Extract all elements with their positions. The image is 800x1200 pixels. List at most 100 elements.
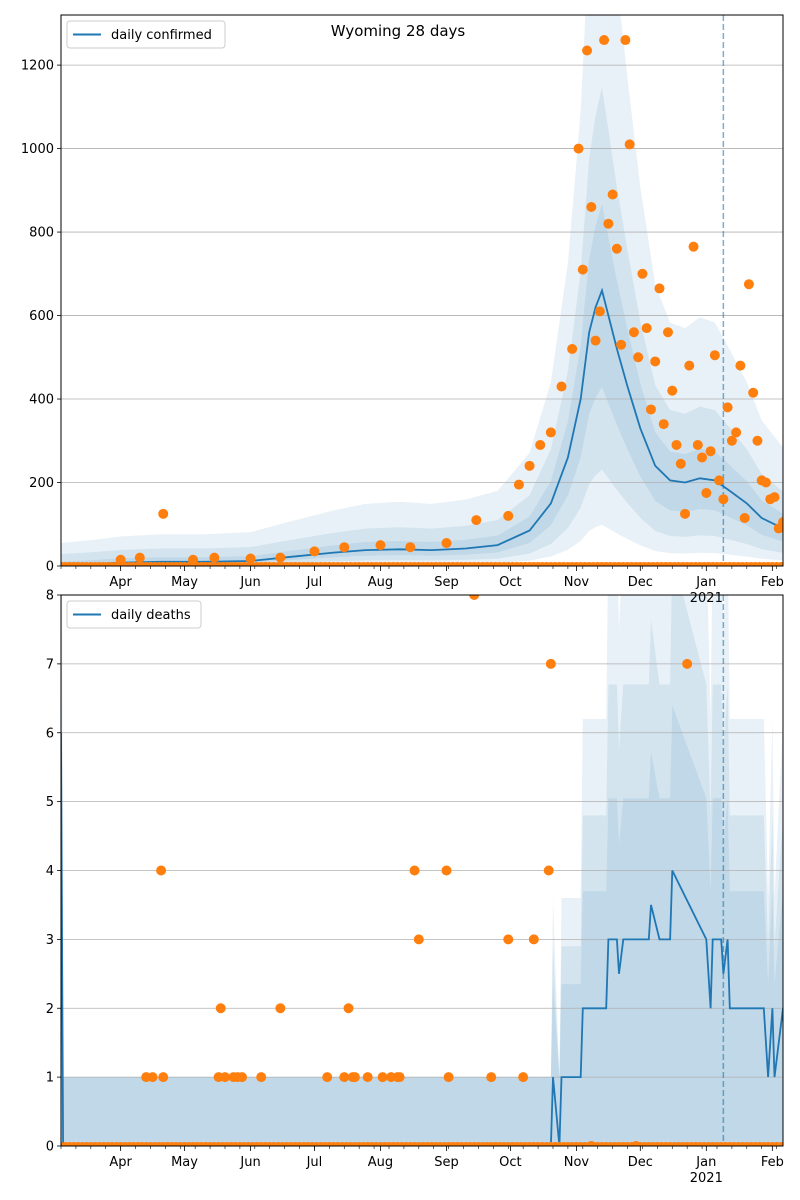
data-point bbox=[209, 552, 220, 563]
data-point bbox=[709, 350, 720, 361]
data-point bbox=[688, 241, 699, 252]
y-tick-label: 200 bbox=[29, 476, 54, 491]
data-point bbox=[409, 865, 420, 876]
data-point bbox=[654, 283, 665, 294]
x-tick-label: Jan bbox=[695, 1155, 716, 1170]
y-tick-label: 8 bbox=[46, 589, 54, 604]
data-point bbox=[486, 1072, 497, 1083]
data-point bbox=[697, 452, 708, 463]
data-point bbox=[535, 439, 546, 450]
x-tick-label: Jun bbox=[239, 1155, 260, 1170]
data-point bbox=[545, 658, 556, 669]
data-point bbox=[394, 1072, 405, 1083]
data-point bbox=[215, 1003, 226, 1014]
data-point bbox=[586, 202, 597, 213]
data-point bbox=[188, 554, 199, 565]
x-tick-label: Dec bbox=[628, 1155, 653, 1170]
data-point bbox=[731, 427, 742, 438]
data-point bbox=[633, 352, 644, 363]
confidence-band bbox=[61, 87, 783, 566]
data-point bbox=[752, 435, 763, 446]
data-point bbox=[650, 356, 661, 367]
data-point bbox=[722, 402, 733, 413]
legend-label: daily confirmed bbox=[111, 28, 212, 43]
data-point bbox=[443, 1072, 454, 1083]
x-tick-label: Feb bbox=[761, 575, 784, 590]
x-tick-label: Nov bbox=[564, 1155, 590, 1170]
x-tick-label: Jul bbox=[306, 575, 323, 590]
observation-points bbox=[115, 35, 783, 565]
deaths-chart-panel: 0 1 2 3 4 5 6 7 8 Apr May Jun Jul Aug Sep Oct Nov Dec Jan F… bbox=[46, 589, 784, 1187]
data-point bbox=[705, 446, 716, 457]
data-point bbox=[322, 1072, 333, 1083]
data-point bbox=[513, 479, 524, 490]
y-tick-label: 800 bbox=[29, 226, 54, 241]
data-point bbox=[343, 1003, 354, 1014]
data-point bbox=[115, 554, 126, 565]
data-point bbox=[599, 35, 610, 46]
data-point bbox=[441, 865, 452, 876]
data-point bbox=[156, 865, 167, 876]
legend: daily confirmed bbox=[66, 20, 226, 49]
x-tick-label: May bbox=[171, 575, 198, 590]
x-tick-label: Apr bbox=[109, 1155, 132, 1170]
data-point bbox=[607, 189, 618, 200]
data-point bbox=[219, 1072, 230, 1083]
x-tick-label: Aug bbox=[368, 575, 393, 590]
data-point bbox=[743, 279, 754, 290]
data-point bbox=[658, 419, 669, 430]
x-tick-label: Oct bbox=[499, 1155, 521, 1170]
axes-frame bbox=[60, 594, 784, 1147]
y-tick-label: 7 bbox=[46, 657, 54, 672]
data-point bbox=[645, 404, 656, 415]
data-point bbox=[577, 264, 588, 275]
data-point bbox=[624, 139, 635, 150]
y-tick-label: 400 bbox=[29, 393, 54, 408]
y-tick-label: 0 bbox=[46, 560, 54, 575]
data-point bbox=[503, 934, 514, 945]
data-point bbox=[503, 510, 514, 521]
series-line-confirmed bbox=[61, 287, 783, 566]
data-point bbox=[701, 487, 712, 498]
data-point bbox=[413, 934, 424, 945]
data-point bbox=[778, 517, 783, 528]
data-point bbox=[362, 1072, 373, 1083]
data-point bbox=[309, 546, 320, 557]
x-tick-label: Jan bbox=[695, 575, 716, 590]
data-point bbox=[769, 492, 780, 503]
data-point bbox=[692, 439, 703, 450]
data-point bbox=[377, 1072, 388, 1083]
data-point bbox=[637, 268, 648, 279]
data-point bbox=[469, 595, 480, 600]
data-point bbox=[349, 1072, 360, 1083]
axes-frame bbox=[60, 14, 784, 567]
data-point bbox=[603, 218, 614, 229]
data-point bbox=[545, 427, 556, 438]
x-tick-label: Oct bbox=[499, 575, 521, 590]
y-tick-label: 6 bbox=[46, 726, 54, 741]
data-point bbox=[611, 243, 622, 254]
zero-point bbox=[776, 1142, 783, 1146]
x-tick-label: Jun bbox=[239, 575, 260, 590]
y-tick-label: 5 bbox=[46, 795, 54, 810]
data-point bbox=[616, 339, 627, 350]
y-tick-label: 1000 bbox=[21, 142, 54, 157]
data-point bbox=[675, 458, 686, 469]
data-point bbox=[275, 1003, 286, 1014]
x-tick-label: Nov bbox=[564, 575, 590, 590]
data-point bbox=[662, 327, 673, 338]
legend-label: daily deaths bbox=[111, 608, 191, 623]
y-tick-label: 3 bbox=[46, 933, 54, 948]
data-point bbox=[631, 1141, 642, 1146]
data-point bbox=[245, 553, 256, 564]
data-point bbox=[682, 658, 693, 669]
data-point bbox=[735, 360, 746, 371]
data-point bbox=[567, 343, 578, 354]
data-point bbox=[471, 515, 482, 526]
x-tick-label: Jul bbox=[306, 1155, 323, 1170]
x-tick-label: Feb bbox=[761, 1155, 784, 1170]
data-point bbox=[718, 494, 729, 505]
data-point bbox=[339, 542, 350, 553]
data-point bbox=[590, 335, 601, 346]
confidence-band bbox=[61, 15, 783, 566]
